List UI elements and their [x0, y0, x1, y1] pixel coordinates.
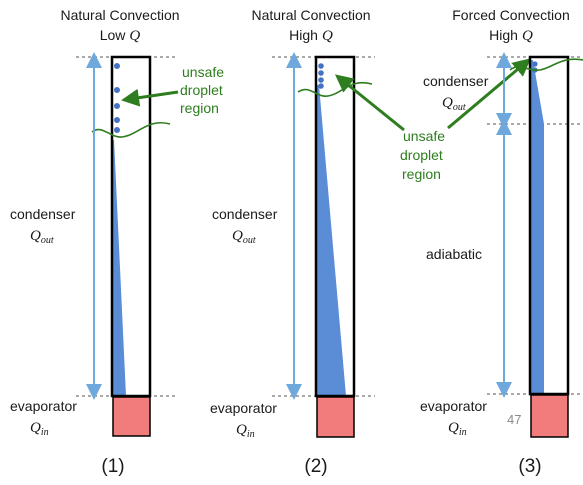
panel-3-number: (3) — [518, 456, 541, 477]
panel-2-liquid-film — [317, 85, 346, 396]
panel-1-title-line1: Natural Convection — [60, 7, 179, 23]
panel-2-evaporator-label: evaporator — [210, 400, 277, 416]
panel-1-condenser-label: condenser — [10, 206, 76, 222]
panel-2-title-line1: Natural Convection — [251, 7, 370, 23]
panel-2-unsafe-line3: region — [402, 166, 441, 182]
panel-2-unsafe-arrow — [334, 74, 405, 132]
panel-2-condenser-qout: Qout — [232, 228, 256, 246]
panel-3-droplet-boundary — [509, 58, 583, 72]
panel-3-evaporator-label: evaporator — [420, 398, 487, 414]
panel-1-evaporator-label: evaporator — [10, 398, 77, 414]
panel-1-unsafe-line3: region — [180, 100, 219, 116]
panel-1-tube — [110, 55, 152, 398]
panel-1-title-line2: Low Q — [100, 27, 141, 44]
panel-1-condenser-qout: Qout — [30, 228, 54, 246]
panel-1-liquid-film — [113, 140, 126, 396]
panel-3-liquid-film — [531, 60, 544, 394]
panel-3-evaporator-qin: Qin — [448, 420, 467, 438]
panel-2-evaporator-qin: Qin — [236, 422, 255, 440]
panel-3-adiabatic-label: adiabatic — [426, 246, 482, 262]
panel-2-droplet-boundary — [297, 81, 373, 97]
panel-2-droplets — [318, 63, 324, 89]
panel-3-evaporator-block — [530, 394, 569, 438]
panel-2-condenser-label: condenser — [212, 206, 278, 222]
panel-3-title-line2: High Q — [489, 27, 533, 44]
panel-3: Forced Convection High Q condenser Qout a… — [420, 7, 583, 477]
panel-2: Natural Convection High Q condenser Qout … — [210, 7, 531, 477]
panel-1-unsafe-arrow — [121, 88, 179, 107]
panel-1-unsafe-line1: unsafe — [182, 64, 224, 80]
panel-1-unsafe-line2: droplet — [180, 82, 223, 98]
panel-3-condenser-qout: Qout — [442, 95, 466, 113]
panel-2-title-line2: High Q — [289, 27, 333, 44]
panel-3-tube — [528, 55, 570, 396]
panel-1: Natural Convection Low Q condenser Qout — [10, 7, 224, 477]
panel-1-droplets — [114, 63, 120, 133]
panel-1-evaporator-qin: Qin — [30, 420, 49, 438]
panel-1-droplet-boundary — [91, 121, 171, 138]
panel-1-number: (1) — [101, 456, 124, 477]
page-number: 47 — [507, 412, 521, 427]
panel-2-number: (2) — [304, 456, 327, 477]
panel-1-evaporator-block — [112, 396, 151, 437]
panel-2-tube — [314, 55, 356, 398]
panel-3-condenser-label: condenser — [423, 73, 489, 89]
panel-2-unsafe-line1: unsafe — [403, 128, 445, 144]
panel-3-title-line1: Forced Convection — [452, 7, 570, 23]
panel-2-unsafe-line2: droplet — [400, 147, 443, 163]
panel-2-evaporator-block — [316, 396, 355, 438]
